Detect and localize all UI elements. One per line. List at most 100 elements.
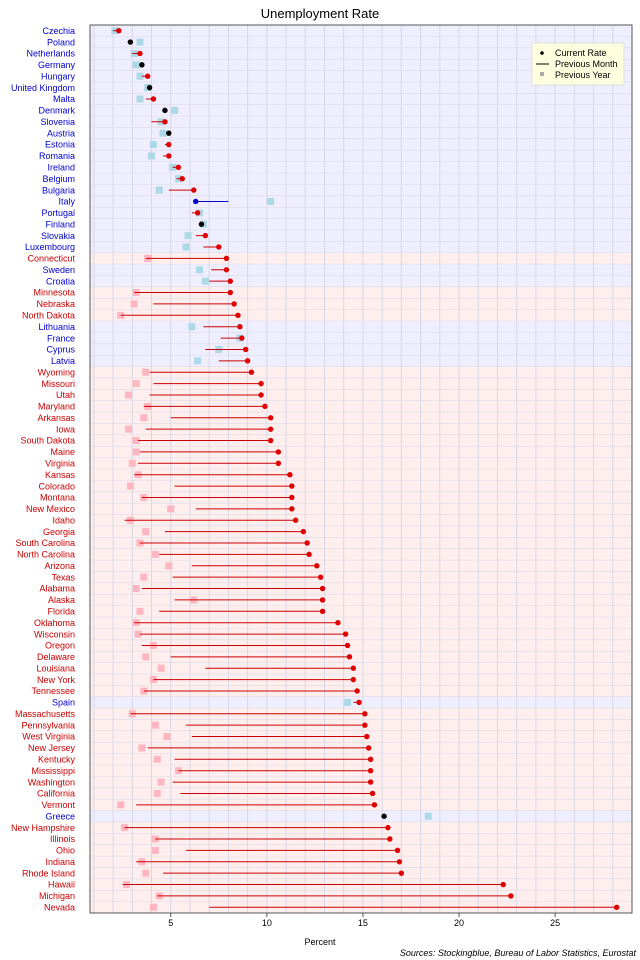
current-rate-marker [179, 175, 185, 182]
row-label: South Dakota [20, 436, 75, 446]
row-band [90, 446, 632, 458]
prev-year-marker [136, 38, 144, 46]
row-band [90, 514, 632, 527]
row-label: Nevada [44, 903, 75, 913]
row-label: Bulgaria [42, 185, 75, 195]
row-label: Maryland [38, 402, 75, 412]
row-band [90, 184, 632, 197]
row-band [90, 503, 632, 515]
row-label: Iowa [56, 424, 75, 434]
prev-year-marker [142, 653, 150, 661]
row-label: Denmark [38, 106, 75, 116]
current-rate-marker [319, 597, 326, 603]
prev-year-marker [201, 277, 209, 285]
row-label: Montana [40, 493, 75, 503]
row-band [90, 321, 632, 333]
current-rate-marker [258, 392, 264, 398]
row-band [90, 412, 632, 424]
row-band [90, 127, 632, 140]
current-rate-marker [262, 403, 268, 410]
row-label: Oregon [45, 641, 75, 651]
prev-year-marker [138, 744, 146, 752]
row-label: Hawaii [48, 880, 75, 890]
x-tick-label: 10 [262, 918, 272, 928]
row-band [90, 241, 632, 253]
prev-year-marker [136, 607, 144, 615]
row-label: Arkansas [37, 413, 75, 423]
prev-year-marker [149, 903, 157, 911]
row-label: Connecticut [27, 254, 75, 264]
prev-year-marker [424, 812, 432, 820]
row-label: Latvia [51, 356, 75, 366]
row-label: North Carolina [17, 550, 75, 560]
prev-year-marker [163, 733, 171, 741]
current-rate-marker [381, 813, 387, 819]
plot-frame [89, 24, 633, 914]
x-tick-label: 20 [454, 918, 464, 928]
prev-year-marker [136, 72, 144, 80]
row-label: Oklahoma [34, 618, 75, 628]
row-label: California [37, 789, 75, 799]
prev-year-marker [130, 300, 138, 308]
current-rate-marker [396, 859, 403, 865]
row-band [90, 104, 632, 117]
row-band [90, 25, 632, 37]
current-rate-marker [319, 585, 326, 592]
prev-year-marker [132, 61, 140, 69]
row-band [90, 594, 632, 606]
row-band [90, 138, 632, 151]
row-band [90, 525, 632, 538]
current-rate-marker [342, 631, 349, 637]
current-rate-marker [371, 802, 378, 808]
current-rate-marker [139, 62, 145, 68]
row-label: Slovenia [40, 117, 75, 127]
row-label: Romania [39, 151, 75, 161]
prev-year-marker [117, 801, 125, 809]
prev-year-marker [267, 197, 275, 205]
prev-year-marker [140, 414, 148, 422]
current-rate-marker [235, 312, 241, 319]
prev-year-marker [182, 243, 190, 251]
current-rate-marker [364, 733, 370, 740]
row-band [90, 275, 632, 288]
row-band [90, 685, 632, 697]
row-label: North Dakota [22, 311, 75, 321]
current-rate-marker [292, 517, 299, 523]
data-marks [111, 27, 620, 911]
current-rate-marker [267, 415, 274, 421]
row-band [90, 47, 632, 60]
row-label: Tennessee [31, 686, 75, 696]
prev-year-marker [153, 789, 161, 797]
prev-year-marker [196, 266, 204, 274]
row-band [90, 355, 632, 367]
row-band [90, 628, 632, 641]
prev-year-marker [142, 869, 150, 877]
legend-prev-month-label: Previous Month [555, 59, 618, 69]
current-rate-marker [398, 870, 405, 876]
row-label: Sweden [42, 265, 75, 275]
row-label: Pennsylvania [21, 720, 75, 730]
row-label: Greece [45, 811, 75, 821]
prev-year-marker [167, 505, 175, 513]
prev-year-marker [155, 186, 163, 194]
row-band [90, 173, 632, 185]
current-rate-marker [202, 232, 209, 239]
row-band [90, 298, 632, 310]
row-band [90, 150, 632, 162]
current-rate-marker [227, 289, 234, 296]
row-label: Cyprus [46, 345, 75, 355]
legend: Current Rate Previous Month Previous Yea… [531, 42, 625, 86]
current-rate-marker [306, 551, 312, 558]
row-band [90, 59, 632, 71]
prev-year-marker [165, 562, 173, 570]
row-band [90, 207, 632, 219]
row-band [90, 617, 632, 629]
current-rate-marker [146, 84, 153, 91]
row-label: United Kingdom [11, 83, 75, 93]
current-rate-marker [166, 153, 172, 159]
current-rate-marker [244, 358, 251, 364]
current-rate-marker [367, 756, 374, 763]
row-label: Wisconsin [34, 629, 75, 639]
row-band [90, 116, 632, 128]
row-band [90, 480, 632, 493]
